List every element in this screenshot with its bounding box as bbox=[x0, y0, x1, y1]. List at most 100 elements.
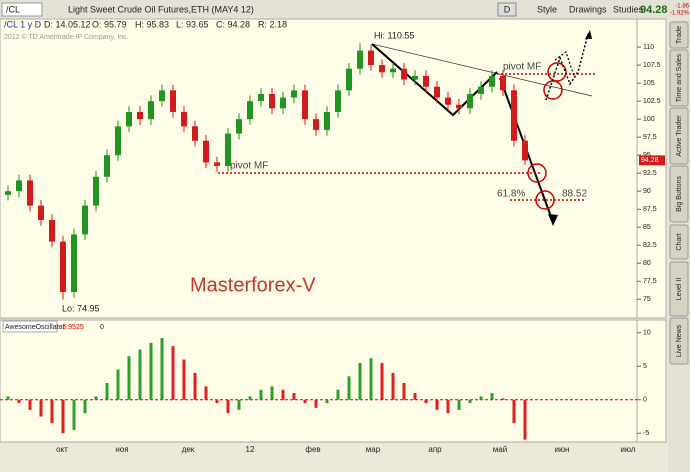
candle-body bbox=[181, 111, 187, 127]
y-tick-label: 82.5 bbox=[643, 242, 657, 249]
study-value: -5.9525 bbox=[60, 324, 84, 331]
candle-body bbox=[357, 50, 363, 69]
toolbar bbox=[0, 0, 690, 18]
y-tick-label: 107.5 bbox=[643, 62, 661, 69]
candle-body bbox=[148, 101, 154, 120]
candle-body bbox=[115, 126, 121, 156]
oscillator-bar bbox=[149, 342, 153, 400]
candle-body bbox=[159, 90, 165, 102]
candle-body bbox=[412, 75, 418, 80]
y-tick-label: 75 bbox=[643, 296, 651, 303]
candle-body bbox=[269, 93, 275, 109]
drawings-button[interactable]: Drawings bbox=[569, 4, 607, 14]
watermark: Masterforex-V bbox=[190, 274, 316, 296]
side-tab[interactable] bbox=[669, 224, 689, 260]
candle-body bbox=[456, 104, 462, 109]
x-tick-label: 12 bbox=[246, 445, 255, 454]
candle-body bbox=[5, 191, 11, 195]
style-button[interactable]: Style bbox=[537, 4, 557, 14]
pivot-label: pivot MF bbox=[230, 161, 268, 172]
y-tick-label: 90 bbox=[643, 188, 651, 195]
candle-body bbox=[16, 180, 22, 192]
y-tick-label: 87.5 bbox=[643, 206, 657, 213]
oscillator-bar bbox=[380, 362, 384, 400]
y-tick-label: -5 bbox=[643, 430, 649, 437]
oscillator-bar bbox=[160, 338, 164, 400]
oscillator-axis bbox=[636, 319, 667, 443]
change-pct: -1.92% bbox=[670, 11, 690, 17]
y-tick-label: 100 bbox=[643, 116, 655, 123]
candle-body bbox=[82, 205, 88, 235]
side-tab-label: Level II bbox=[676, 278, 683, 301]
oscillator-bar bbox=[193, 372, 197, 400]
oscillator-bar bbox=[17, 399, 21, 404]
info-close: C: 94.28 bbox=[216, 19, 250, 29]
last-price-label: 94.28 bbox=[641, 157, 659, 164]
candle-body bbox=[390, 68, 396, 73]
oscillator-bar bbox=[413, 393, 417, 400]
y-tick-label: 0 bbox=[643, 397, 647, 404]
low-label: Lo: 74.95 bbox=[62, 303, 100, 313]
candle-body bbox=[137, 111, 143, 120]
y-tick-label: 77.5 bbox=[643, 278, 657, 285]
oscillator-bar bbox=[182, 359, 186, 400]
candle-body bbox=[291, 90, 297, 98]
candle-body bbox=[335, 90, 341, 112]
oscillator-bar bbox=[259, 389, 263, 400]
oscillator-bar bbox=[215, 399, 219, 404]
candle-body bbox=[280, 97, 286, 109]
y-tick-label: 85 bbox=[643, 224, 651, 231]
candle-body bbox=[324, 111, 330, 130]
x-tick-label: фев bbox=[305, 445, 320, 454]
oscillator-bar bbox=[424, 399, 428, 404]
side-tab[interactable] bbox=[669, 317, 689, 365]
x-tick-label: окт bbox=[56, 445, 68, 454]
y-tick-label: 92.5 bbox=[643, 170, 657, 177]
candle-body bbox=[511, 90, 517, 141]
copyright: 2012 © TD Ameritrade IP Company, Inc. bbox=[4, 33, 129, 41]
side-tab[interactable] bbox=[669, 165, 689, 223]
oscillator-bar bbox=[369, 358, 373, 400]
oscillator-bar bbox=[61, 399, 65, 434]
study-box[interactable] bbox=[2, 320, 58, 333]
candle-body bbox=[302, 90, 308, 120]
oscillator-bar bbox=[523, 399, 527, 440]
period-button[interactable] bbox=[497, 2, 517, 17]
oscillator-bar bbox=[138, 349, 142, 400]
info-date: D: 14.05.12 bbox=[44, 19, 91, 29]
y-tick-label: 105 bbox=[643, 80, 655, 87]
oscillator-bar bbox=[83, 399, 87, 414]
candle-body bbox=[522, 140, 528, 161]
side-tab[interactable] bbox=[669, 261, 689, 317]
oscillator-bar bbox=[358, 362, 362, 400]
x-tick-label: июл bbox=[621, 445, 636, 454]
oscillator-bar bbox=[391, 372, 395, 400]
side-tab[interactable] bbox=[669, 49, 689, 107]
side-tab-label: Chart bbox=[676, 233, 683, 250]
candle-body bbox=[401, 68, 407, 80]
side-tab[interactable] bbox=[669, 107, 689, 165]
change: -1.86 bbox=[675, 4, 689, 10]
y-tick-label: 80 bbox=[643, 260, 651, 267]
pivot-label: pivot MF bbox=[503, 62, 541, 73]
info-range: R: 2.18 bbox=[258, 19, 287, 29]
symbol-box[interactable] bbox=[1, 2, 43, 17]
candle-body bbox=[423, 75, 429, 87]
info-open: O: 95.79 bbox=[92, 19, 127, 29]
candle-body bbox=[445, 97, 451, 105]
oscillator-bar bbox=[39, 399, 43, 417]
candle-body bbox=[258, 93, 264, 102]
y-tick-label: 5 bbox=[643, 363, 647, 370]
x-tick-label: июн bbox=[555, 445, 570, 454]
oscillator-bar bbox=[72, 399, 76, 430]
oscillator-bar bbox=[226, 399, 230, 414]
side-tab[interactable] bbox=[669, 21, 689, 49]
oscillator-bar bbox=[6, 396, 10, 400]
candle-body bbox=[500, 75, 506, 91]
oscillator-bar bbox=[336, 389, 340, 400]
x-tick-label: дек bbox=[182, 445, 195, 454]
studies-button[interactable]: Studies bbox=[613, 4, 644, 14]
study-title: AwesomeOscillator bbox=[5, 324, 65, 331]
description: Light Sweet Crude Oil Futures,ETH (MAY4 … bbox=[68, 4, 254, 14]
